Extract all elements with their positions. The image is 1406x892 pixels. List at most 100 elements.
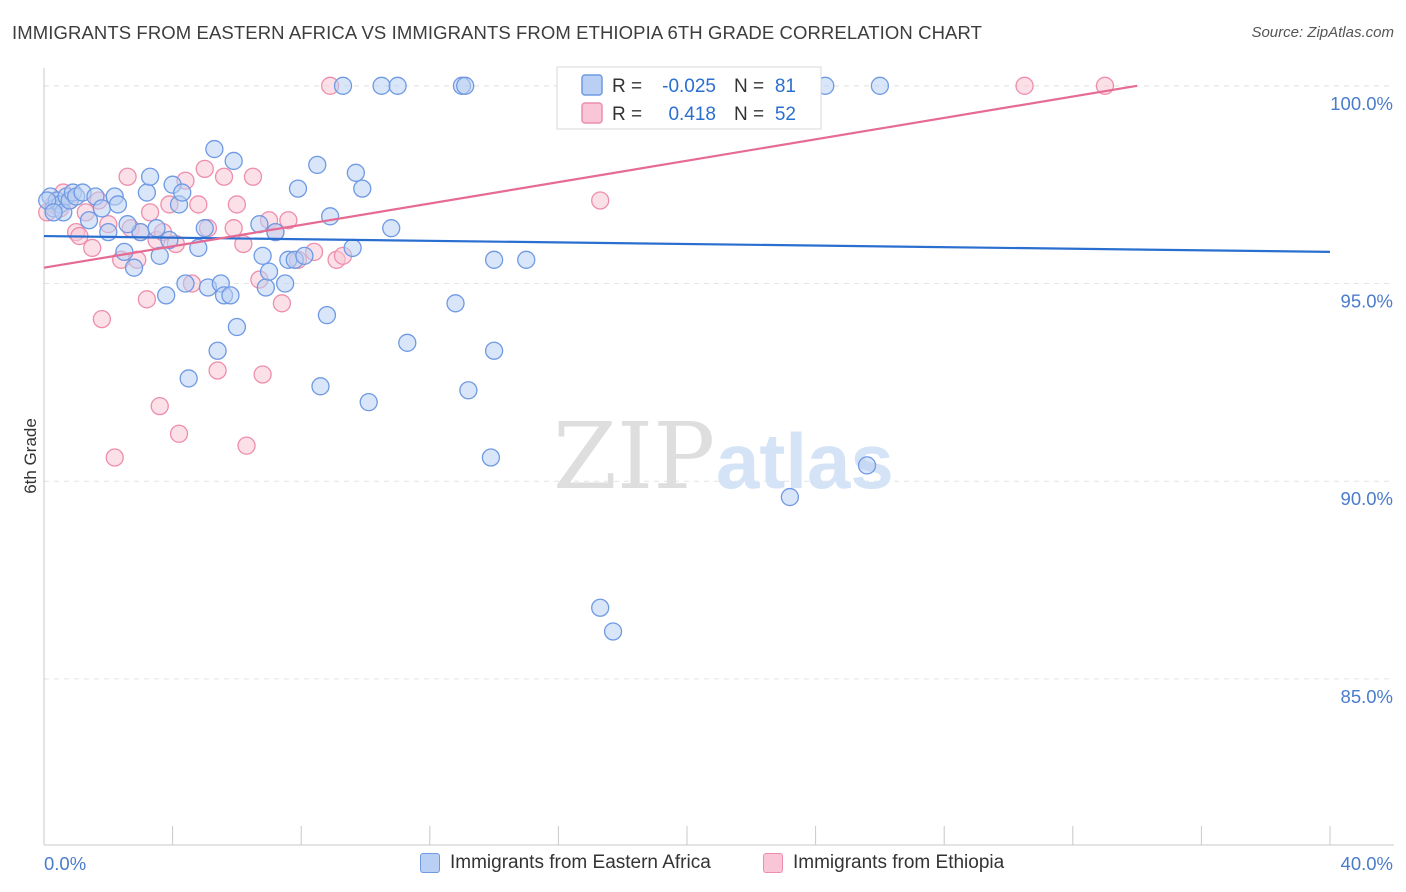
- source-credit: Source: ZipAtlas.com: [1251, 24, 1394, 41]
- stats-n-label-pink: N =: [734, 104, 764, 125]
- trend-line-eastern-africa: [43, 234, 1331, 253]
- data-point[interactable]: [343, 238, 362, 258]
- data-point[interactable]: [857, 456, 877, 475]
- data-point[interactable]: [224, 151, 243, 171]
- data-point[interactable]: [243, 167, 263, 186]
- data-point[interactable]: [275, 274, 295, 293]
- data-point[interactable]: [484, 341, 504, 360]
- x-tick-label-min: 0.0%: [44, 853, 86, 874]
- y-tick-label: 90.0%: [1341, 488, 1393, 509]
- data-point[interactable]: [227, 195, 247, 214]
- data-point[interactable]: [99, 222, 118, 242]
- data-point[interactable]: [295, 246, 314, 265]
- data-point[interactable]: [44, 203, 63, 222]
- data-point[interactable]: [333, 76, 353, 95]
- data-point[interactable]: [320, 207, 340, 226]
- data-point[interactable]: [237, 436, 256, 455]
- data-point[interactable]: [346, 163, 366, 182]
- data-point[interactable]: [179, 369, 198, 388]
- data-point[interactable]: [308, 155, 327, 175]
- data-point[interactable]: [115, 242, 134, 262]
- data-point[interactable]: [118, 215, 137, 234]
- data-point[interactable]: [456, 76, 475, 95]
- data-point[interactable]: [214, 167, 234, 186]
- data-point[interactable]: [382, 219, 401, 238]
- data-point[interactable]: [169, 424, 189, 443]
- x-tick-label-max: 40.0%: [1341, 853, 1393, 874]
- x-tick-labels: 0.0% 40.0%: [44, 853, 1393, 874]
- data-point[interactable]: [221, 286, 240, 305]
- data-point[interactable]: [591, 598, 610, 617]
- data-point[interactable]: [388, 76, 407, 95]
- data-point[interactable]: [124, 258, 144, 277]
- y-tick-label: 85.0%: [1341, 686, 1393, 707]
- data-point[interactable]: [311, 377, 330, 396]
- data-point[interactable]: [517, 250, 536, 269]
- data-point[interactable]: [137, 290, 157, 309]
- stats-n-value-pink: 52: [775, 104, 796, 125]
- watermark-zip: ZIP: [553, 403, 715, 510]
- data-point[interactable]: [446, 294, 465, 313]
- data-point[interactable]: [359, 392, 378, 412]
- data-point[interactable]: [173, 183, 192, 202]
- data-point[interactable]: [372, 76, 391, 95]
- data-point[interactable]: [256, 278, 275, 297]
- data-point[interactable]: [253, 365, 272, 384]
- stats-swatch-blue: [581, 74, 603, 96]
- series-eastern-africa-points: [38, 76, 890, 641]
- data-point[interactable]: [603, 622, 623, 641]
- data-point[interactable]: [150, 396, 169, 416]
- stats-r-value-pink: 0.418: [668, 104, 716, 125]
- data-point[interactable]: [279, 211, 298, 230]
- y-tick-label: 100.0%: [1330, 93, 1393, 114]
- data-point[interactable]: [253, 246, 272, 265]
- data-point[interactable]: [870, 76, 890, 95]
- legend-item-ethiopia[interactable]: Immigrants from Ethiopia: [763, 852, 1004, 874]
- data-point[interactable]: [176, 274, 195, 293]
- y-tick-labels: 85.0% 90.0% 95.0% 100.0%: [1330, 93, 1393, 707]
- stats-n-label-blue: N =: [734, 76, 764, 97]
- data-point[interactable]: [140, 167, 160, 186]
- data-point[interactable]: [1015, 76, 1034, 95]
- legend-item-eastern-africa[interactable]: Immigrants from Eastern Africa: [420, 852, 711, 874]
- data-point[interactable]: [317, 306, 337, 325]
- data-point[interactable]: [157, 286, 176, 305]
- data-point[interactable]: [108, 195, 128, 214]
- data-point[interactable]: [227, 317, 247, 337]
- legend-swatch-blue: [420, 853, 440, 873]
- stats-r-value-blue: -0.025: [662, 76, 716, 97]
- data-point[interactable]: [105, 448, 124, 467]
- data-point[interactable]: [205, 139, 224, 159]
- data-point[interactable]: [83, 238, 102, 258]
- data-point[interactable]: [459, 381, 478, 400]
- data-point[interactable]: [398, 333, 417, 352]
- data-point[interactable]: [189, 195, 208, 214]
- data-point[interactable]: [353, 179, 372, 198]
- data-point[interactable]: [92, 309, 112, 329]
- data-point[interactable]: [780, 487, 800, 507]
- stats-legend: R = -0.025 N = 81 R = 0.418 N = 52: [556, 66, 822, 130]
- legend-swatch-pink: [763, 853, 783, 873]
- trend-line-ethiopia: [43, 84, 1138, 269]
- data-point[interactable]: [208, 341, 227, 360]
- chart-title: IMMIGRANTS FROM EASTERN AFRICA VS IMMIGR…: [12, 22, 983, 43]
- data-point[interactable]: [591, 191, 610, 210]
- data-point[interactable]: [272, 294, 292, 313]
- data-point[interactable]: [481, 448, 501, 467]
- data-point[interactable]: [208, 361, 227, 380]
- data-point[interactable]: [195, 159, 214, 179]
- data-point[interactable]: [484, 250, 504, 269]
- data-point[interactable]: [288, 179, 308, 198]
- data-point[interactable]: [118, 167, 137, 186]
- data-point[interactable]: [259, 262, 279, 281]
- stats-r-label-blue: R =: [612, 76, 642, 97]
- data-point[interactable]: [160, 230, 179, 250]
- bottom-legend: Immigrants from Eastern Africa Immigrant…: [0, 852, 1406, 878]
- legend-label-eastern-africa: Immigrants from Eastern Africa: [450, 852, 711, 873]
- data-point[interactable]: [137, 183, 157, 202]
- data-point[interactable]: [140, 203, 160, 222]
- data-point[interactable]: [195, 219, 214, 238]
- data-point[interactable]: [79, 211, 99, 230]
- legend-label-ethiopia: Immigrants from Ethiopia: [793, 852, 1005, 873]
